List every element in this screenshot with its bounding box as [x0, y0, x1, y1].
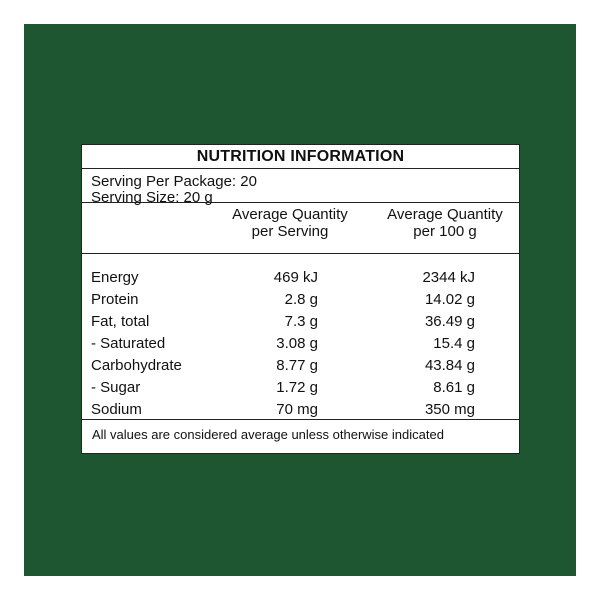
value-per-100g: 36.49 g — [424, 313, 475, 330]
value-per-100g: 14.02 g — [424, 291, 475, 308]
value-per-serving: 7.3 g — [284, 313, 318, 330]
nutrient-name: Sodium — [91, 401, 142, 418]
nutrient-row-saturated: - Saturated 3.08 g 15.4 g — [82, 333, 519, 355]
footnote: All values are considered average unless… — [92, 427, 444, 442]
value-per-serving: 2.8 g — [284, 291, 318, 308]
nutrient-name: Fat, total — [91, 313, 150, 330]
nutrient-row-sugar: - Sugar 1.72 g 8.61 g — [82, 377, 519, 399]
column-header-per-100g-line2: per 100 g — [413, 223, 477, 240]
value-per-100g: 43.84 g — [424, 357, 475, 374]
nutrient-name: - Sugar — [91, 379, 141, 396]
serving-info: Serving Per Package: 20 Serving Size: 20… — [82, 169, 519, 206]
nutrition-panel: NUTRITION INFORMATION Serving Per Packag… — [81, 144, 520, 454]
column-header-per-serving-line2: per Serving — [251, 223, 329, 240]
value-per-100g: 8.61 g — [433, 379, 475, 396]
value-per-serving: 3.08 g — [276, 335, 318, 352]
value-per-serving: 70 mg — [276, 401, 318, 418]
nutrient-rows: Energy 469 kJ 2344 kJ Protein 2.8 g 14.0… — [82, 254, 519, 420]
column-header-per-100g: Average Quantity per 100 g — [376, 206, 514, 240]
nutrient-row-energy: Energy 469 kJ 2344 kJ — [82, 267, 519, 289]
column-header-per-100g-line1: Average Quantity — [387, 206, 503, 223]
value-per-100g: 15.4 g — [433, 335, 475, 352]
nutrient-name: Protein — [91, 291, 139, 308]
nutrient-row-sodium: Sodium 70 mg 350 mg — [82, 399, 519, 421]
column-header-per-serving-line1: Average Quantity — [232, 206, 348, 223]
serving-size: Serving Size: 20 g — [91, 189, 213, 206]
column-headers: Average Quantity per Serving Average Qua… — [82, 203, 519, 254]
nutrient-name: - Saturated — [91, 335, 166, 352]
value-per-100g: 350 mg — [424, 401, 475, 418]
value-per-serving: 8.77 g — [276, 357, 318, 374]
nutrient-name: Energy — [91, 269, 139, 286]
panel-title: NUTRITION INFORMATION — [82, 145, 519, 169]
servings-per-package: Serving Per Package: 20 — [91, 173, 257, 190]
value-per-serving: 1.72 g — [276, 379, 318, 396]
column-header-per-serving: Average Quantity per Serving — [220, 206, 360, 240]
value-per-100g: 2344 kJ — [422, 269, 475, 286]
nutrient-row-protein: Protein 2.8 g 14.02 g — [82, 289, 519, 311]
nutrient-row-fat-total: Fat, total 7.3 g 36.49 g — [82, 311, 519, 333]
value-per-serving: 469 kJ — [273, 269, 318, 286]
nutrient-name: Carbohydrate — [91, 357, 182, 374]
nutrient-row-carbohydrate: Carbohydrate 8.77 g 43.84 g — [82, 355, 519, 377]
